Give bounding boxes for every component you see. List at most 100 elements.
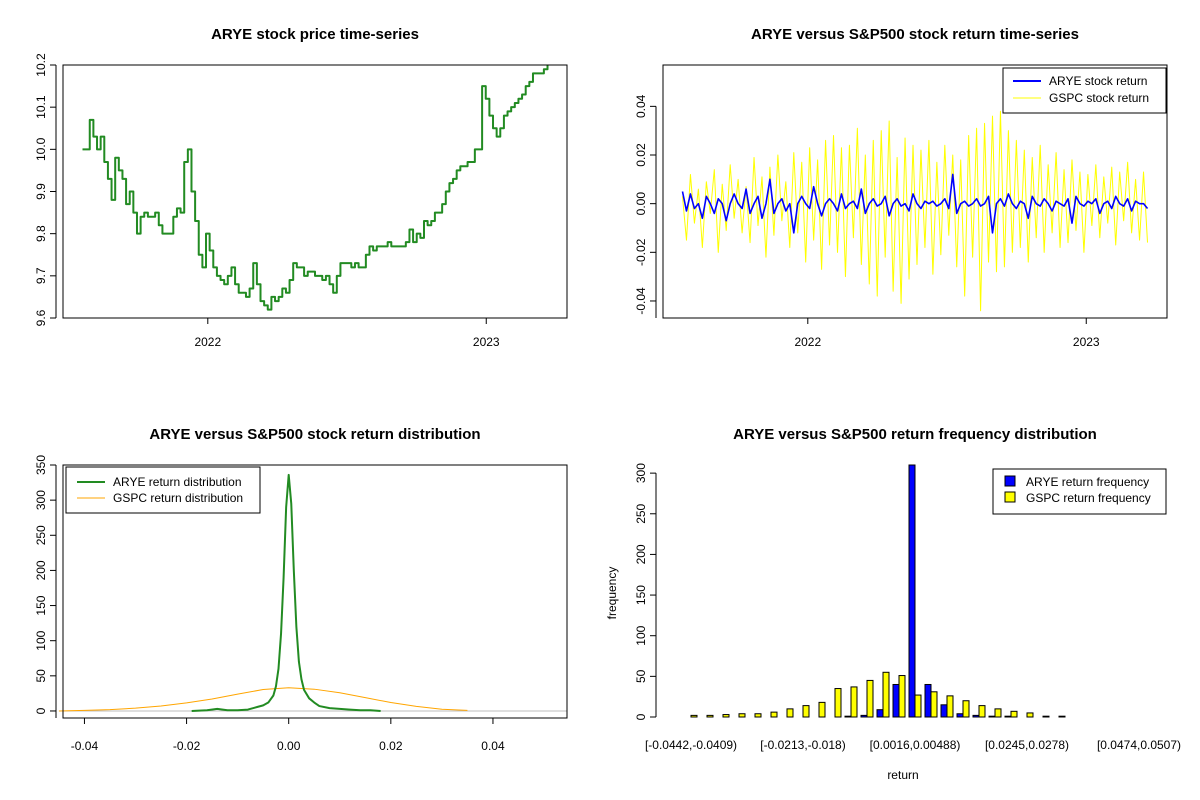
frequency-y-tick-label: 50 bbox=[634, 669, 648, 683]
frequency-bar-gspc bbox=[690, 714, 698, 718]
frequency-bar-arye bbox=[860, 714, 868, 718]
frequency-bar-gspc bbox=[962, 700, 970, 718]
returns-legend: ARYE stock return GSPC stock return bbox=[1002, 67, 1167, 114]
frequency-xlabel: return bbox=[887, 768, 918, 782]
returns-series-gspc-return-line bbox=[681, 110, 1149, 312]
frequency-bar-gspc bbox=[866, 679, 874, 718]
frequency-bar-arye bbox=[1004, 715, 1012, 718]
price-chart-panel: ARYE stock price time-series 9.6 9.7 9.8 9.… bbox=[34, 26, 568, 349]
returns-x-tick-label: 2023 bbox=[1073, 335, 1100, 349]
frequency-y-tick-label: 250 bbox=[634, 503, 648, 523]
density-chart-panel: ARYE versus S&P500 stock return distribu… bbox=[34, 426, 568, 753]
frequency-y-tick-label: 0 bbox=[634, 713, 648, 720]
frequency-ylabel: frequency bbox=[605, 567, 619, 620]
price-y-tick-label: 9.7 bbox=[34, 267, 48, 284]
price-x-tick-label: 2022 bbox=[194, 335, 221, 349]
returns-legend-label-gspc: GSPC stock return bbox=[1049, 91, 1149, 105]
frequency-y-tick-label: 150 bbox=[634, 585, 648, 605]
frequency-bar-gspc bbox=[818, 701, 826, 718]
density-x-tick-label: 0.02 bbox=[379, 739, 403, 753]
returns-y-tick-label: 0.00 bbox=[634, 192, 648, 216]
returns-chart-title: ARYE versus S&P500 stock return time-ser… bbox=[751, 26, 1079, 43]
frequency-bar-gspc bbox=[722, 714, 730, 718]
density-y-tick-label: 200 bbox=[34, 560, 48, 580]
frequency-bar-gspc bbox=[1058, 715, 1066, 718]
density-legend: ARYE return distribution GSPC return dis… bbox=[65, 466, 261, 514]
price-chart-frame bbox=[62, 64, 568, 319]
returns-legend-box bbox=[1002, 67, 1167, 114]
frequency-y-tick-label: 100 bbox=[634, 625, 648, 645]
density-chart-title: ARYE versus S&P500 stock return distribu… bbox=[149, 426, 480, 443]
frequency-bar-gspc bbox=[754, 713, 762, 718]
frequency-bar-gspc bbox=[1010, 710, 1018, 718]
frequency-bar-gspc bbox=[914, 694, 922, 718]
density-x-tick-label: -0.02 bbox=[173, 739, 201, 753]
density-y-tick-label: 300 bbox=[34, 490, 48, 510]
frequency-bar-gspc bbox=[882, 671, 890, 718]
density-y-tick-label: 50 bbox=[34, 669, 48, 683]
frequency-bar-arye bbox=[876, 709, 884, 718]
density-legend-label-arye: ARYE return distribution bbox=[113, 475, 242, 489]
frequency-bar-arye bbox=[844, 715, 852, 718]
returns-chart-panel: ARYE versus S&P500 stock return time-ser… bbox=[634, 26, 1168, 349]
price-y-tick-label: 9.9 bbox=[34, 183, 48, 200]
density-y-tick-label: 350 bbox=[34, 455, 48, 475]
frequency-bar-gspc bbox=[738, 713, 746, 718]
frequency-bar-gspc bbox=[1042, 715, 1050, 718]
frequency-y-tick-label: 200 bbox=[634, 544, 648, 564]
frequency-bar-gspc bbox=[850, 686, 858, 718]
price-series-arye-price-line bbox=[82, 65, 549, 311]
frequency-legend: ARYE return frequency GSPC return freque… bbox=[992, 468, 1167, 515]
returns-y-tick-label: -0.02 bbox=[634, 238, 648, 266]
frequency-bar-gspc bbox=[946, 695, 954, 718]
price-y-tick-label: 10.2 bbox=[34, 53, 48, 77]
density-y-tick-label: 100 bbox=[34, 630, 48, 650]
density-y-tick-label: 0 bbox=[34, 707, 48, 714]
frequency-bar-arye bbox=[892, 683, 900, 718]
frequency-x-tick-label: [0.0474,0.0507) bbox=[1097, 738, 1181, 752]
returns-y-tick-label: -0.04 bbox=[634, 287, 648, 315]
frequency-bar-arye bbox=[940, 704, 948, 718]
density-series-gspc-curve bbox=[58, 687, 468, 712]
frequency-bar-gspc bbox=[770, 711, 778, 718]
density-chart-frame bbox=[62, 464, 568, 719]
frequency-x-tick-label: [0.0016,0.00488) bbox=[870, 738, 961, 752]
density-x-tick-label: -0.04 bbox=[71, 739, 99, 753]
frequency-legend-swatch-arye bbox=[1004, 475, 1016, 487]
price-chart-title: ARYE stock price time-series bbox=[211, 26, 419, 43]
frequency-chart-panel: ARYE versus S&P500 return frequency dist… bbox=[605, 426, 1181, 782]
price-y-tick-label: 10.0 bbox=[34, 137, 48, 161]
frequency-bar-gspc bbox=[930, 691, 938, 718]
frequency-bar-arye bbox=[956, 713, 964, 718]
density-y-tick-label: 250 bbox=[34, 525, 48, 545]
price-y-tick-label: 9.6 bbox=[34, 309, 48, 326]
frequency-bar-gspc bbox=[834, 688, 842, 718]
price-y-tick-label: 9.8 bbox=[34, 225, 48, 242]
returns-x-tick-label: 2022 bbox=[794, 335, 821, 349]
frequency-x-tick-label: [0.0245,0.0278) bbox=[985, 738, 1069, 752]
density-legend-label-gspc: GSPC return distribution bbox=[113, 491, 243, 505]
price-x-tick-label: 2023 bbox=[473, 335, 500, 349]
returns-series-arye-return-line bbox=[681, 173, 1149, 234]
frequency-x-tick-label: [-0.0213,-0.018) bbox=[760, 738, 845, 752]
frequency-bar-gspc bbox=[994, 708, 1002, 718]
frequency-bar-arye bbox=[924, 683, 932, 718]
frequency-legend-label-gspc: GSPC return frequency bbox=[1026, 491, 1151, 505]
returns-chart-frame bbox=[662, 64, 1168, 319]
density-series-arye-curve bbox=[191, 473, 381, 712]
frequency-bar-arye bbox=[988, 715, 996, 718]
density-x-tick-label: 0.00 bbox=[277, 739, 301, 753]
returns-y-tick-label: 0.02 bbox=[634, 143, 648, 167]
frequency-x-tick-label: [-0.0442,-0.0409) bbox=[645, 738, 737, 752]
density-y-tick-label: 150 bbox=[34, 595, 48, 615]
frequency-chart-title: ARYE versus S&P500 return frequency dist… bbox=[733, 426, 1097, 443]
frequency-bar-arye bbox=[908, 464, 916, 718]
frequency-bar-gspc bbox=[786, 708, 794, 718]
price-y-tick-label: 10.1 bbox=[34, 95, 48, 119]
frequency-y-tick-label: 300 bbox=[634, 463, 648, 483]
density-legend-box bbox=[65, 466, 261, 514]
frequency-bar-gspc bbox=[978, 705, 986, 718]
frequency-bar-gspc bbox=[706, 714, 714, 718]
frequency-legend-swatch-gspc bbox=[1004, 491, 1016, 503]
